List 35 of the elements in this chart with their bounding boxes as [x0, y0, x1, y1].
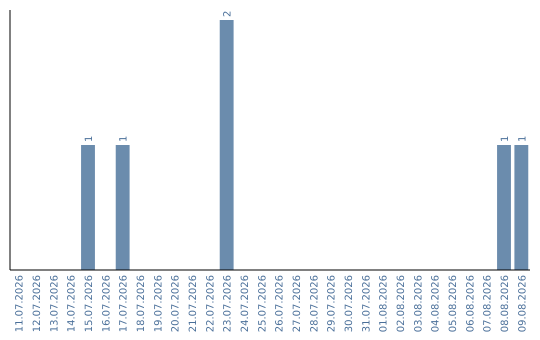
data-label: 2: [222, 10, 234, 17]
data-label: 1: [517, 136, 528, 142]
x-tick-label: 15.07.2026: [84, 275, 95, 332]
x-tick-label: 20.07.2026: [170, 275, 182, 332]
x-tick-label: 02.08.2026: [396, 275, 407, 332]
x-tick-label: 07.08.2026: [482, 275, 494, 332]
x-tick-label: 01.08.2026: [378, 275, 390, 332]
x-tick-label: 06.08.2026: [465, 275, 476, 332]
data-label: 1: [500, 136, 511, 142]
x-tick-label: 24.07.2026: [240, 275, 251, 332]
x-tick-label: 08.08.2026: [500, 275, 511, 332]
x-tick-label: 09.08.2026: [517, 275, 528, 332]
x-tick-label: 22.07.2026: [205, 275, 216, 332]
x-tick-label: 17.07.2026: [118, 275, 130, 332]
x-tick-label: 25.07.2026: [257, 275, 268, 332]
x-tick-label: 31.07.2026: [361, 275, 372, 332]
x-tick-label: 13.07.2026: [49, 275, 60, 332]
x-tick-label: 27.07.2026: [292, 275, 303, 332]
x-tick-label: 30.07.2026: [344, 275, 355, 332]
x-tick-label: 12.07.2026: [32, 275, 43, 332]
x-tick-label: 23.07.2026: [222, 275, 234, 332]
data-label: 1: [118, 136, 130, 142]
x-tick-label: 28.07.2026: [309, 275, 320, 332]
x-tick-label: 11.07.2026: [14, 275, 26, 332]
data-label: 1: [84, 136, 95, 142]
x-tick-label: 05.08.2026: [448, 275, 459, 332]
x-tick-label: 26.07.2026: [274, 275, 286, 332]
x-tick-label: 16.07.2026: [101, 275, 112, 332]
x-tick-label: 14.07.2026: [66, 275, 78, 332]
x-tick-label: 19.07.2026: [153, 275, 164, 332]
x-tick-label: 03.08.2026: [413, 275, 424, 332]
x-tick-label: 18.07.2026: [136, 275, 147, 332]
x-tick-label: 21.07.2026: [188, 275, 199, 332]
x-tick-label: 04.08.2026: [430, 275, 442, 332]
x-tick-label: 29.07.2026: [326, 275, 338, 332]
